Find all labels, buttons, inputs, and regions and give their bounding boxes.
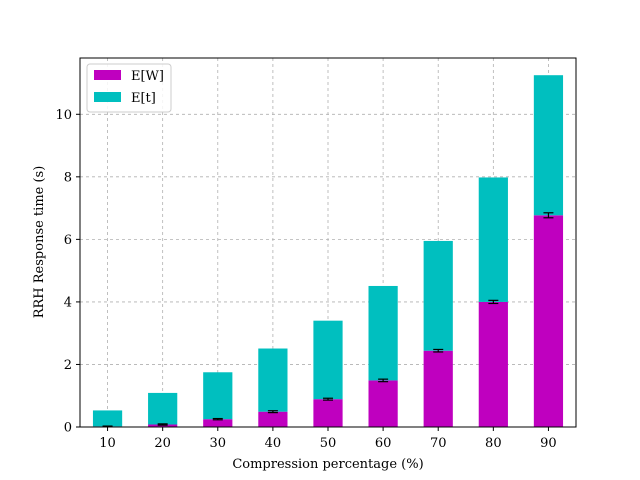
y-tick-label: 2 [64,358,72,373]
bar-et [203,372,233,420]
legend-label-et: E[t] [131,91,156,106]
x-axis-label: Compression percentage (%) [232,457,423,472]
bar-ew [258,411,288,427]
y-tick-label: 4 [64,295,72,310]
x-tick-label: 90 [540,436,557,451]
x-axis: 10 20 30 40 50 60 70 80 90 [99,427,557,451]
x-tick-label: 20 [154,436,171,451]
y-tick-label: 0 [64,421,72,436]
bar-et [368,285,398,381]
bar-ew [533,215,564,427]
bar-ew [148,424,178,427]
y-tick-label: 8 [64,170,72,185]
x-tick-label: 60 [375,436,392,451]
x-tick-label: 80 [485,436,502,451]
y-tick-label: 6 [64,233,72,248]
bar-et [258,348,288,412]
x-tick-label: 70 [430,436,447,451]
bar-et [92,410,123,427]
y-axis: 0 2 4 6 8 10 [55,108,80,436]
y-axis-label: RRH Response time (s) [32,166,47,319]
error-bars [102,212,554,428]
legend-swatch-et [94,92,121,102]
legend-swatch-ew [94,70,121,80]
bar-ew [313,399,343,427]
legend-label-ew: E[W] [131,69,164,84]
legend: E[W] E[t] [86,63,172,113]
x-tick-label: 30 [210,436,227,451]
bar-et [533,75,564,216]
bar-et [313,320,343,400]
x-tick-label: 40 [265,436,282,451]
bar-et [478,177,508,302]
bar-ew [478,301,508,427]
bar-ew [203,419,233,427]
bar-ew [423,350,453,427]
x-tick-label: 10 [99,436,116,451]
bar-ew [368,380,398,427]
y-tick-label: 10 [55,108,72,123]
bar-et [148,392,178,425]
bars [92,75,564,427]
bar-et [423,240,453,351]
x-tick-label: 50 [320,436,337,451]
